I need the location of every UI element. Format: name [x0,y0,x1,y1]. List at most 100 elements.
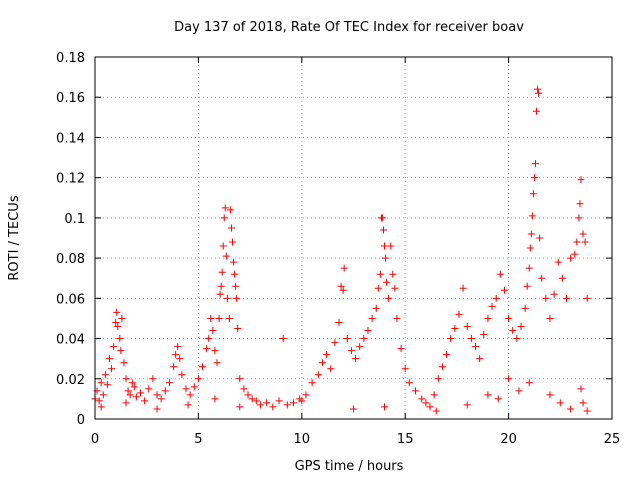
data-point [207,314,215,322]
data-point [122,375,130,383]
data-point [211,395,219,403]
data-point [128,379,136,387]
data-point [438,363,446,371]
data-point [530,174,538,182]
data-point [318,359,326,367]
data-point [526,244,534,252]
data-point [205,335,213,343]
data-point [515,387,523,395]
data-point [110,343,118,351]
data-point [236,375,244,383]
y-tick-label: 0.04 [56,333,85,348]
data-point [219,242,227,250]
data-point [153,405,161,413]
data-point [418,395,426,403]
data-point [538,274,546,282]
data-point [513,335,521,343]
data-point [157,395,165,403]
data-point [108,365,116,373]
y-tick-label: 0 [77,413,85,428]
data-point [556,399,564,407]
data-point [523,282,531,290]
data-point [412,387,420,395]
data-point [527,230,535,238]
data-point [389,270,397,278]
data-point [558,274,566,282]
data-point [161,387,169,395]
data-point [472,343,480,351]
x-tick-label: 5 [194,432,202,447]
data-point [145,385,153,393]
data-point [340,264,348,272]
y-tick-labels: 0 0.02 0.04 0.06 0.08 0.1 0.12 0.14 0.16 0.18 [56,51,85,428]
data-point [347,347,355,355]
data-point [430,391,438,399]
data-point [401,365,409,373]
data-point [579,230,587,238]
data-point [220,214,228,222]
data-point [422,399,430,407]
data-point [546,391,554,399]
data-point [383,278,391,286]
data-point [500,286,508,294]
data-point [496,270,504,278]
data-point [182,385,190,393]
x-tick-label: 10 [294,432,311,447]
data-point [103,381,111,389]
data-point [186,391,194,399]
data-point [190,383,198,391]
data-point [263,399,271,407]
data-point [335,318,343,326]
data-point [505,314,513,322]
data-point [443,351,451,359]
data-point [517,322,525,330]
data-point [233,294,241,302]
data-point [577,385,585,393]
data-points [91,85,591,415]
data-point [149,375,157,383]
data-point [576,200,584,208]
data-point [494,395,502,403]
data-point [546,314,554,322]
data-point [583,407,591,415]
x-axis-label: GPS time / hours [295,459,404,474]
axis-ticks [94,56,613,420]
data-point [432,407,440,415]
data-point [525,264,533,272]
data-point [232,282,240,290]
data-point [476,355,484,363]
data-point [248,395,256,403]
data-point [378,214,386,222]
data-point [99,391,107,399]
data-point [583,294,591,302]
data-point [240,385,248,393]
data-point [97,403,105,411]
data-point [397,345,405,353]
data-point [534,85,542,93]
data-point [434,375,442,383]
x-tick-label: 25 [604,432,621,447]
data-point [275,397,283,405]
data-point [126,391,134,399]
data-point [283,401,291,409]
data-point [252,397,260,405]
data-point [113,308,121,316]
data-point [525,379,533,387]
data-point [536,234,544,242]
x-tick-label: 20 [500,432,517,447]
y-tick-label: 0.1 [64,212,85,227]
data-point [381,242,389,250]
y-tick-label: 0.16 [56,91,85,106]
data-point [368,314,376,322]
data-point [256,401,264,409]
data-point [550,290,558,298]
data-point [535,89,543,97]
data-point [484,391,492,399]
data-point [554,258,562,266]
data-point [234,325,242,332]
data-point [391,284,399,292]
data-point [528,212,536,220]
data-point [382,254,390,262]
